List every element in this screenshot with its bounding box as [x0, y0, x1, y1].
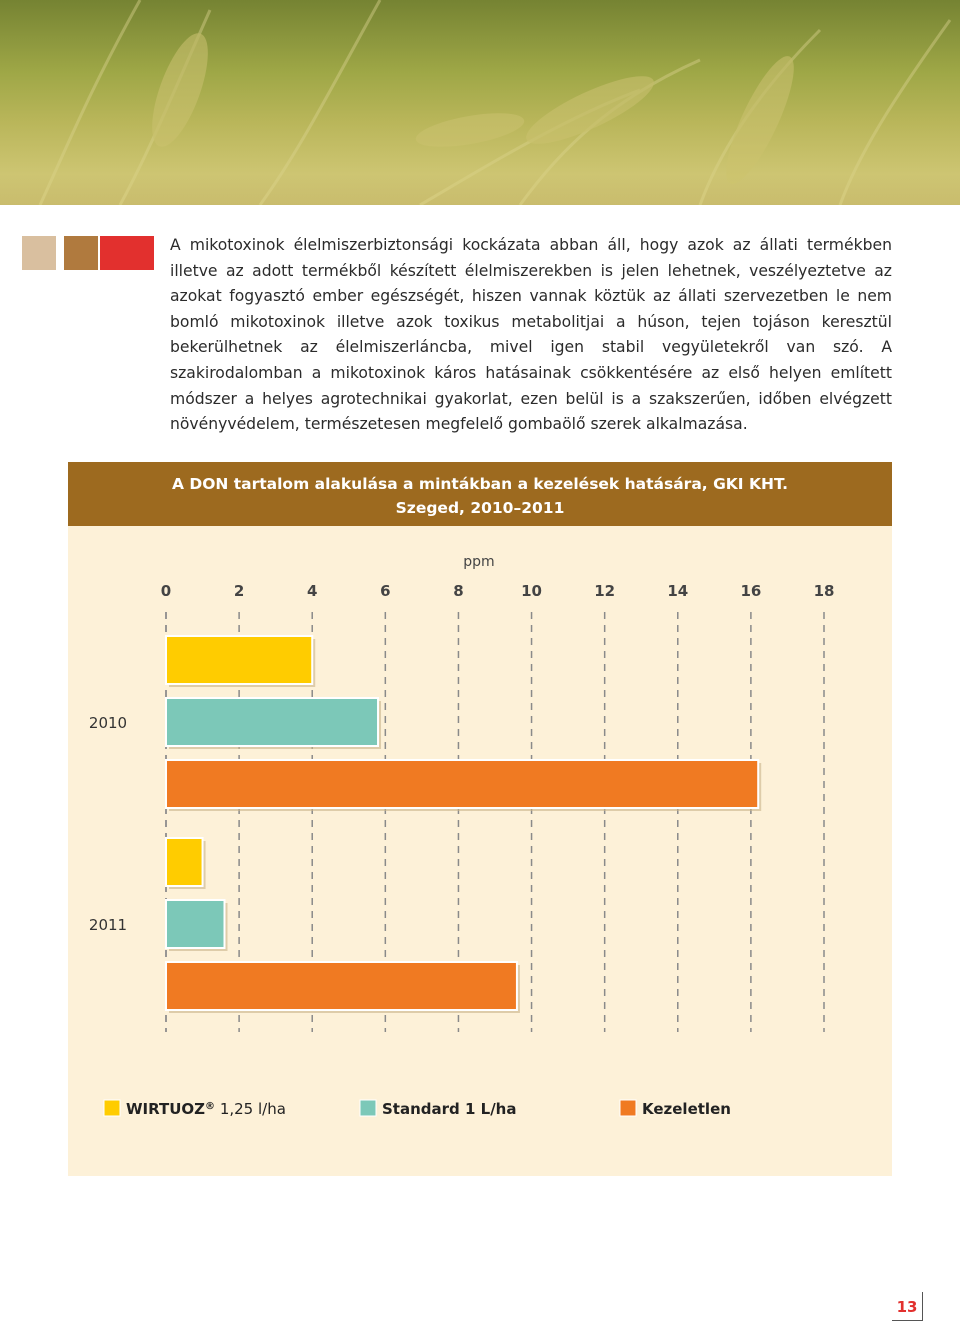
wheat-photo-banner	[0, 0, 960, 205]
bar-2010-1	[165, 697, 380, 747]
bar-2010-2	[165, 759, 760, 809]
category-label: 2011	[89, 916, 127, 934]
legend-swatch	[359, 1099, 377, 1117]
bar-2011-2	[165, 961, 518, 1011]
x-axis-label: ppm	[463, 554, 494, 570]
page-number-frame	[922, 1292, 923, 1320]
legend-label: Kezeletlen	[642, 1100, 731, 1118]
bar-2011-1	[165, 899, 226, 949]
legend-label: WIRTUOZ® 1,25 l/ha	[126, 1100, 286, 1118]
x-tick-label: 12	[594, 582, 615, 600]
x-tick-label: 2	[234, 582, 244, 600]
bar-2010-0	[165, 635, 314, 685]
x-tick-label: 16	[740, 582, 761, 600]
x-tick-label: 18	[814, 582, 835, 600]
bar-chart: ppm 0 2 4 6 8 10 12 14 16 18 2010 2011 WIRTUOZ® 1,25 …	[89, 554, 835, 1118]
x-tick-label: 0	[161, 582, 171, 600]
chart-header: A DON tartalom alakulása a mintákban a k…	[68, 462, 892, 526]
page-number: 13	[896, 1298, 918, 1316]
decorative-square-red	[100, 236, 154, 270]
legend-swatch	[619, 1099, 637, 1117]
page-number-frame-bottom	[892, 1320, 923, 1321]
x-tick-label: 8	[453, 582, 463, 600]
chart-panel: A DON tartalom alakulása a mintákban a k…	[68, 462, 892, 1176]
x-tick-label: 4	[307, 582, 317, 600]
wheat-photo-illustration	[0, 0, 960, 205]
decorative-square-brown	[64, 236, 98, 270]
chart-title: A DON tartalom alakulása a mintákban a k…	[171, 475, 789, 493]
legend-swatch	[103, 1099, 121, 1117]
chart-subtitle: Szeged, 2010–2011	[395, 499, 565, 517]
body-paragraph: A mikotoxinok élelmiszerbiztonsági kocká…	[170, 236, 892, 434]
decorative-square-beige	[22, 236, 56, 270]
bar-2011-0	[165, 837, 204, 887]
x-tick-label: 14	[667, 582, 688, 600]
category-label: 2010	[89, 714, 127, 732]
legend-label: Standard 1 L/ha	[382, 1100, 517, 1118]
x-tick-label: 10	[521, 582, 542, 600]
x-tick-label: 6	[380, 582, 390, 600]
